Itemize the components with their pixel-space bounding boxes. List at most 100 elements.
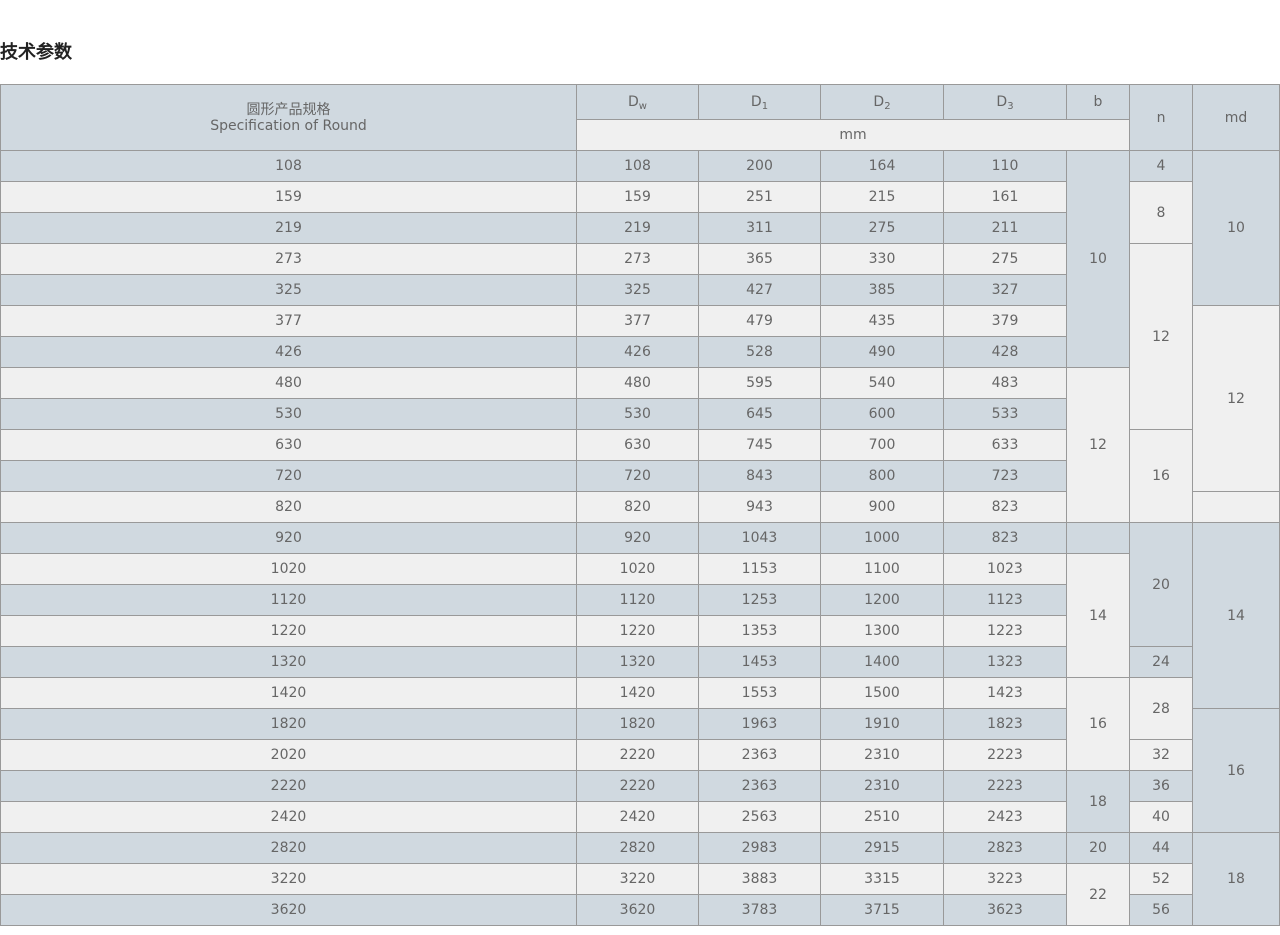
cell-b: 22 xyxy=(1066,863,1130,926)
cell-d1: 1963 xyxy=(698,708,821,740)
cell-d1: 1453 xyxy=(698,646,821,678)
cell-dw: 2220 xyxy=(576,739,699,771)
table-row: 1220 1220 1353 1300 1223 xyxy=(0,615,1280,647)
cell-md: 16 xyxy=(1192,708,1280,833)
cell-d3: 1023 xyxy=(943,553,1067,585)
cell-d3: 1123 xyxy=(943,584,1067,616)
cell-d1: 645 xyxy=(698,398,821,430)
cell-d3: 2823 xyxy=(943,832,1067,864)
cell-d2: 1300 xyxy=(820,615,944,647)
table-row: 325 325 427 385 327 xyxy=(0,274,1280,306)
spec-table: 圆形产品规格 Specification of Round Dw D1 D2 D… xyxy=(0,84,1280,926)
cell-d3: 379 xyxy=(943,305,1067,337)
cell-spec: 3620 xyxy=(0,894,577,926)
cell-md: 14 xyxy=(1192,522,1280,709)
cell-d3: 723 xyxy=(943,460,1067,492)
cell-d3: 1223 xyxy=(943,615,1067,647)
table-row: 1420 1420 1553 1500 1423 16 28 xyxy=(0,677,1280,771)
cell-md: 10 xyxy=(1192,150,1280,306)
cell-n: 36 xyxy=(1129,770,1193,802)
cell-d3: 428 xyxy=(943,336,1067,368)
cell-d2: 540 xyxy=(820,367,944,399)
cell-d1: 3783 xyxy=(698,894,821,926)
cell-n: 32 xyxy=(1129,739,1193,771)
cell-d2: 435 xyxy=(820,305,944,337)
header-d2: D2 xyxy=(820,84,944,120)
cell-dw: 1220 xyxy=(576,615,699,647)
cell-d1: 528 xyxy=(698,336,821,368)
cell-dw: 480 xyxy=(576,367,699,399)
cell-d2: 2915 xyxy=(820,832,944,864)
table-row: 720 720 843 800 723 xyxy=(0,460,1280,492)
header-unit: mm xyxy=(576,119,1130,151)
cell-n: 24 xyxy=(1129,646,1193,678)
cell-d3: 110 xyxy=(943,150,1067,182)
cell-d1: 595 xyxy=(698,367,821,399)
table-row: 2020 2220 2363 2310 2223 32 xyxy=(0,739,1280,771)
cell-d2: 490 xyxy=(820,336,944,368)
cell-n: 16 xyxy=(1129,429,1193,523)
header-b: b xyxy=(1066,84,1130,120)
cell-spec: 377 xyxy=(0,305,577,337)
cell-spec: 2020 xyxy=(0,739,577,771)
cell-d1: 200 xyxy=(698,150,821,182)
cell-dw: 3220 xyxy=(576,863,699,895)
table-row: 920 920 1043 1000 823 20 14 xyxy=(0,522,1280,709)
cell-d3: 823 xyxy=(943,522,1067,554)
cell-dw: 377 xyxy=(576,305,699,337)
table-row: 108 108 200 164 110 10 4 10 xyxy=(0,150,1280,368)
cell-dw: 325 xyxy=(576,274,699,306)
cell-dw: 1320 xyxy=(576,646,699,678)
cell-dw: 159 xyxy=(576,181,699,213)
header-spec: 圆形产品规格 Specification of Round xyxy=(0,84,577,151)
table-row: 480 480 595 540 483 12 xyxy=(0,367,1280,523)
cell-n: 20 xyxy=(1129,522,1193,647)
cell-spec: 1120 xyxy=(0,584,577,616)
cell-d2: 600 xyxy=(820,398,944,430)
cell-spec: 325 xyxy=(0,274,577,306)
header-d3: D3 xyxy=(943,84,1067,120)
table-row: 1120 1120 1253 1200 1123 xyxy=(0,584,1280,616)
cell-d2: 2510 xyxy=(820,801,944,833)
cell-spec: 530 xyxy=(0,398,577,430)
cell-dw: 1420 xyxy=(576,677,699,709)
cell-spec: 1820 xyxy=(0,708,577,740)
cell-d3: 633 xyxy=(943,429,1067,461)
section-title: 技术参数 xyxy=(0,42,72,63)
cell-spec: 720 xyxy=(0,460,577,492)
table-row: 2220 2220 2363 2310 2223 18 36 xyxy=(0,770,1280,833)
cell-spec: 3220 xyxy=(0,863,577,895)
cell-spec: 820 xyxy=(0,491,577,523)
cell-dw: 630 xyxy=(576,429,699,461)
cell-dw: 2820 xyxy=(576,832,699,864)
cell-d2: 2310 xyxy=(820,739,944,771)
cell-n: 12 xyxy=(1129,243,1193,430)
cell-md: 18 xyxy=(1192,832,1280,926)
cell-dw: 530 xyxy=(576,398,699,430)
cell-d2: 275 xyxy=(820,212,944,244)
cell-d3: 823 xyxy=(943,491,1067,523)
cell-d3: 1323 xyxy=(943,646,1067,678)
cell-d3: 211 xyxy=(943,212,1067,244)
cell-d1: 1253 xyxy=(698,584,821,616)
cell-n: 56 xyxy=(1129,894,1193,926)
cell-d3: 161 xyxy=(943,181,1067,213)
table-row: 3620 3620 3783 3715 3623 56 xyxy=(0,894,1280,926)
cell-d2: 3315 xyxy=(820,863,944,895)
cell-dw: 1820 xyxy=(576,708,699,740)
cell-d1: 479 xyxy=(698,305,821,337)
cell-d1: 943 xyxy=(698,491,821,523)
cell-d3: 3623 xyxy=(943,894,1067,926)
table-row: 1320 1320 1453 1400 1323 24 xyxy=(0,646,1280,678)
cell-n: 40 xyxy=(1129,801,1193,833)
cell-d2: 215 xyxy=(820,181,944,213)
cell-dw: 920 xyxy=(576,522,699,554)
cell-d2: 330 xyxy=(820,243,944,275)
cell-d1: 1043 xyxy=(698,522,821,554)
cell-d3: 533 xyxy=(943,398,1067,430)
cell-d2: 385 xyxy=(820,274,944,306)
cell-b: 12 xyxy=(1066,367,1130,523)
cell-d3: 2223 xyxy=(943,739,1067,771)
cell-d3: 327 xyxy=(943,274,1067,306)
cell-spec: 273 xyxy=(0,243,577,275)
